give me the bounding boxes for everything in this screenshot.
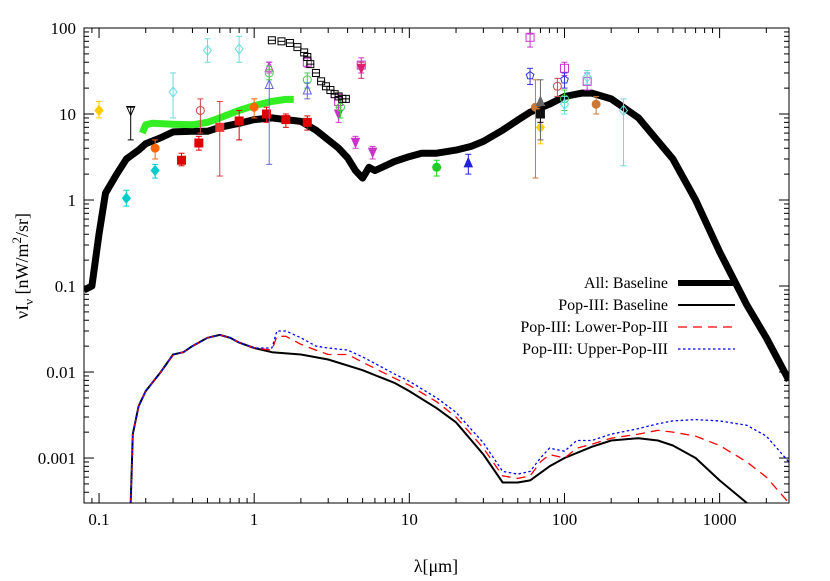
observation-marker-40	[560, 75, 569, 84]
axes: 0.1 1 10 100 1000 0.001 0.01 0.1 1 10 100	[38, 19, 789, 529]
y-axis-label-unit-end: /sr]	[12, 213, 32, 237]
observation-marker-22	[302, 83, 313, 95]
observation-marker-15	[264, 78, 274, 90]
black-square-point-14	[341, 94, 350, 103]
observation-marker-0	[94, 104, 104, 117]
series-line-2	[130, 334, 789, 503]
observation-marker-12	[234, 116, 244, 126]
y-axis-label-unit: [nW/m	[12, 243, 32, 299]
observation-marker-1	[121, 192, 131, 204]
observation-marker-36	[535, 95, 546, 106]
observation-marker-10	[215, 122, 225, 132]
legend-label-1: Pop-III: Baseline	[558, 297, 668, 314]
observation-marker-28	[356, 63, 367, 75]
black-square-point-1	[277, 37, 286, 46]
black-square-point-2	[285, 38, 294, 47]
observation-marker-31	[463, 156, 474, 168]
observation-marker-9	[202, 44, 213, 57]
y-tick-label: 0.1	[55, 277, 76, 296]
observation-marker-44	[582, 71, 592, 83]
x-axis-label: λ[μm]	[414, 556, 458, 576]
series-line-4	[139, 95, 294, 135]
y-tick-label: 1	[68, 191, 77, 210]
series-line-3	[130, 330, 789, 503]
observation-marker-14	[261, 109, 271, 119]
observation-marker-7	[194, 138, 204, 148]
x-tick-label: 10	[401, 510, 418, 529]
y-axis-label: νIν [nW/m2/sr]	[9, 213, 36, 319]
legend: All: Baseline Pop-III: Baseline Pop-III: L…	[520, 275, 735, 358]
x-tick-label: 0.1	[88, 510, 109, 529]
observation-marker-29	[367, 147, 378, 159]
observation-marker-2	[125, 105, 136, 117]
observation-marker-20	[302, 57, 312, 67]
black-square-point-7	[311, 68, 320, 77]
series-line-1	[129, 333, 748, 503]
observation-marker-4	[150, 143, 160, 153]
black-square-point-8	[317, 77, 326, 86]
y-axis-label-sub: ν	[21, 299, 36, 305]
black-square-point-10	[326, 86, 335, 95]
y-tick-label: 100	[51, 19, 77, 38]
observation-marker-25	[335, 102, 345, 112]
legend-label-2: Pop-III: Lower-Pop-III	[520, 319, 668, 336]
observation-marker-46	[618, 104, 629, 117]
black-square-point-6	[306, 60, 315, 69]
series-layer	[84, 89, 789, 503]
observation-marker-30	[432, 162, 442, 172]
x-tick-label: 1	[250, 510, 259, 529]
observation-marker-6	[176, 155, 186, 165]
observation-marker-38	[552, 81, 562, 91]
y-axis-label-sup: 2	[9, 237, 24, 244]
y-tick-label: 0.01	[46, 363, 76, 382]
y-tick-label: 0.001	[38, 449, 76, 468]
observation-marker-26	[350, 137, 361, 149]
observation-marker-42	[559, 98, 570, 111]
observation-marker-18	[281, 115, 291, 125]
y-axis-label-base: νI	[12, 305, 32, 319]
observation-marker-13	[249, 102, 259, 112]
x-tick-label: 100	[552, 510, 578, 529]
black-square-point-0	[267, 36, 276, 45]
observation-marker-17	[264, 68, 274, 78]
observation-marker-45	[591, 99, 601, 109]
plot-frame	[83, 27, 790, 504]
legend-label-3: Pop-III: Upper-Pop-III	[522, 341, 668, 358]
observation-marker-11	[234, 43, 244, 55]
x-tick-label: 1000	[703, 510, 737, 529]
observation-marker-39	[559, 63, 569, 73]
observation-marker-19	[302, 117, 312, 127]
observation-marker-33	[525, 70, 535, 80]
black-square-point-3	[293, 43, 302, 52]
observation-marker-37	[535, 109, 545, 119]
observation-marker-8	[195, 105, 205, 115]
legend-label-0: All: Baseline	[584, 275, 668, 292]
observation-marker-32	[525, 32, 535, 42]
observation-marker-3	[150, 164, 160, 177]
y-tick-label: 10	[59, 105, 76, 124]
series-line-0	[84, 89, 789, 383]
observations-layer	[94, 32, 629, 207]
observation-marker-5	[168, 86, 178, 98]
